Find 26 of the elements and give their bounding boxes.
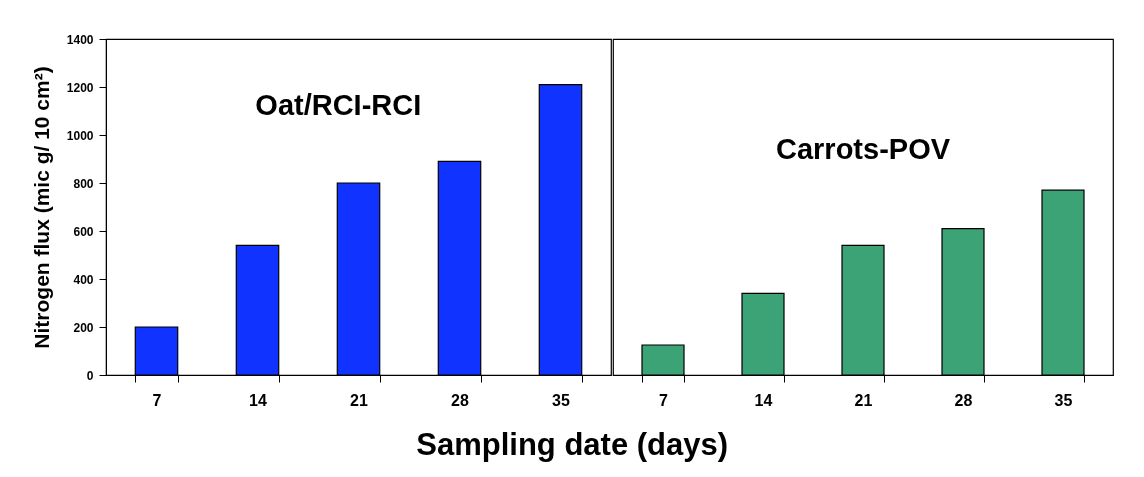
- x-tick-label: 35: [1054, 391, 1073, 409]
- y-tick-label: 0: [86, 368, 94, 383]
- y-tick-label: 1200: [66, 80, 94, 95]
- x-tick-label: 28: [954, 391, 973, 409]
- y-tick-label: 400: [73, 272, 94, 287]
- x-tick-label: 35: [552, 391, 570, 409]
- x-tick-label: 21: [854, 391, 873, 409]
- x-tick-label: 14: [754, 391, 773, 409]
- series-label: Oat/RCI-RCI: [255, 89, 422, 122]
- y-axis-title: Nitrogen flux (mic g/ 10 cm²): [29, 66, 53, 349]
- bar: [336, 182, 381, 376]
- text: Carrots-POV: [775, 132, 951, 165]
- y-tick-label: 200: [73, 320, 94, 335]
- y-tick-label: 600: [73, 224, 94, 239]
- bar: [538, 84, 583, 376]
- y-tick-label: 800: [73, 176, 94, 191]
- x-tick-label: 7: [152, 391, 162, 409]
- x-tick-label: 7: [659, 391, 669, 409]
- x-tick-label: 28: [451, 391, 469, 409]
- x-tick-label: 21: [350, 391, 368, 409]
- x-tick-label: 14: [249, 391, 267, 409]
- bar: [235, 244, 280, 376]
- x-axis-title: Sampling date (days): [416, 426, 729, 462]
- bar: [437, 160, 482, 376]
- y-tick-label: 1000: [66, 128, 94, 143]
- y-tick-label: 1400: [66, 32, 94, 47]
